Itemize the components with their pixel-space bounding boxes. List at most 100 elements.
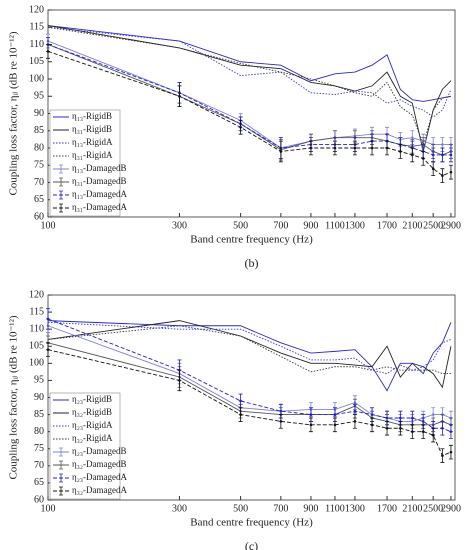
point (431, 413, 435, 416)
legend-label: η₂₃-RigidB (72, 394, 112, 404)
series-line (47, 44, 451, 156)
point (431, 153, 435, 157)
point (309, 423, 313, 427)
legend-label: η₃₁-DamagedA (72, 202, 127, 212)
y-tick-label: 105 (29, 341, 44, 352)
x-axis-label: Band centre frequency (Hz) (190, 234, 313, 246)
legend-errorbar (59, 486, 63, 496)
y-tick-label: 110 (29, 39, 44, 50)
point (46, 50, 50, 53)
x-tick-label: 1100 (325, 220, 345, 231)
legend-errorbar (59, 203, 63, 213)
point (449, 450, 453, 454)
point (279, 409, 283, 413)
y-axis-label: Coupling loss factor, ηᵢⱼ (dB re 10⁻¹²) (8, 315, 20, 479)
point (370, 146, 374, 150)
point (449, 430, 453, 433)
y-tick-label: 95 (34, 375, 44, 386)
legend-errorbar (59, 190, 63, 200)
y-tick-label: 75 (34, 160, 44, 171)
point (279, 420, 283, 423)
legend-label: η₃₂-DamagedB (72, 459, 126, 469)
caption: (b) (245, 256, 259, 270)
chart: 60 65 70 75 80 85 90 95 100 105 110 115 120 100 300 500… (8, 4, 461, 269)
chart: 60 65 70 75 80 85 90 95 100 105 110 115 120 100 300 500… (8, 289, 461, 550)
point (441, 174, 444, 177)
point (370, 413, 374, 416)
y-tick-label: 70 (34, 177, 44, 188)
series-line (47, 321, 452, 375)
y-tick-label: 100 (29, 358, 44, 369)
point (441, 426, 444, 430)
x-tick-label: 2900 (441, 503, 461, 514)
x-tick-label: 700 (273, 220, 288, 231)
legend-errorbar (59, 164, 63, 174)
legend-label: η₂₃-DamagedB (72, 446, 126, 456)
point (421, 430, 425, 433)
series-line (47, 25, 452, 152)
x-tick-label: 100 (41, 220, 56, 231)
point (239, 399, 242, 403)
point (411, 416, 414, 420)
x-tick-label: 1700 (377, 503, 397, 514)
legend-label: η₁₃-DamagedB (72, 163, 126, 173)
series-line (47, 26, 452, 118)
point (239, 126, 242, 129)
y-tick-label: 110 (29, 323, 44, 334)
legend-errorbar (59, 460, 63, 470)
point (178, 379, 181, 382)
legend-label: η₁₃-RigidB (72, 111, 112, 121)
point (431, 167, 435, 170)
x-tick-label: 2900 (441, 220, 461, 231)
legend-label: η₃₂-RigidB (72, 407, 112, 417)
y-tick-label: 90 (34, 108, 44, 119)
point (441, 454, 444, 457)
legend-errorbar (59, 447, 63, 457)
y-tick-label: 70 (34, 460, 44, 471)
x-tick-label: 900 (303, 503, 318, 514)
x-tick-label: 300 (172, 503, 187, 514)
point (333, 423, 337, 427)
point (431, 433, 435, 437)
legend-label: η₃₁-RigidB (72, 124, 112, 134)
x-tick-label: 1300 (345, 503, 365, 514)
point (399, 150, 402, 153)
y-tick-label: 60 (34, 494, 44, 505)
series-line (47, 325, 451, 375)
x-tick-label: 2100 (402, 220, 422, 231)
point (411, 136, 414, 139)
y-tick-label: 120 (29, 289, 44, 300)
y-axis-label: Coupling loss factor, ηᵢⱼ (dB re 10⁻¹²) (8, 31, 20, 195)
point (46, 317, 50, 321)
y-tick-label: 115 (29, 22, 44, 33)
y-tick-label: 100 (29, 73, 44, 84)
point (279, 150, 283, 153)
point (385, 426, 389, 430)
y-tick-label: 95 (34, 91, 44, 102)
x-tick-label: 2100 (402, 503, 422, 514)
y-tick-label: 65 (34, 194, 44, 205)
point (399, 416, 402, 420)
point (178, 94, 181, 98)
point (421, 420, 425, 423)
y-tick-label: 120 (29, 4, 44, 15)
point (441, 143, 444, 146)
y-tick-label: 60 (34, 211, 44, 222)
legend-box (49, 109, 121, 217)
legend-label: η₃₂-DamagedA (72, 485, 127, 495)
y-tick-label: 85 (34, 125, 44, 136)
legend-label: η₃₁-DamagedB (72, 176, 126, 186)
x-tick-label: 2500 (423, 220, 443, 231)
series-line (47, 25, 452, 102)
point (46, 348, 50, 351)
point (411, 430, 414, 433)
caption: (c) (245, 539, 258, 550)
y-tick-label: 80 (34, 426, 44, 437)
point (353, 146, 357, 150)
x-tick-label: 500 (233, 220, 248, 231)
legend-label: η₁₃-DamagedA (72, 189, 127, 199)
x-tick-label: 2500 (423, 503, 443, 514)
legend-label: η₃₁-RigidA (72, 150, 113, 160)
point (370, 423, 374, 427)
